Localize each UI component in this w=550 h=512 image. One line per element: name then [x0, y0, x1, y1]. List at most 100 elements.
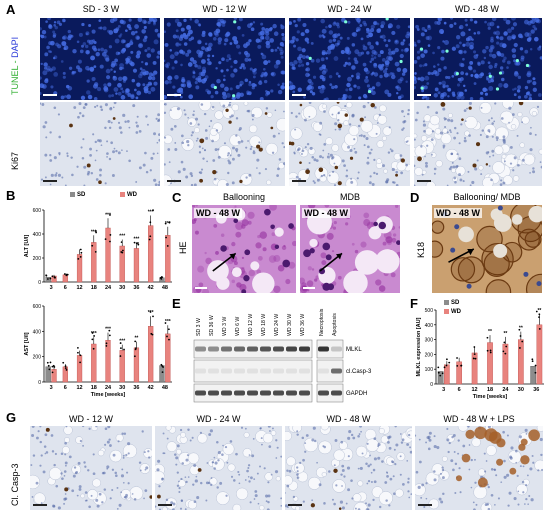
nucleus-dot — [228, 161, 232, 165]
nucleus-dot — [83, 165, 87, 169]
nucleus-dot — [304, 28, 310, 34]
lipid-vacuole — [212, 457, 225, 471]
nucleus-dot — [225, 31, 231, 37]
nucleus-dot — [261, 26, 266, 31]
nucleus-dot — [96, 104, 99, 107]
nucleus-dot — [99, 168, 103, 172]
nucleus-dot — [180, 63, 183, 67]
data-point — [80, 251, 83, 254]
lipid-vacuole — [249, 135, 262, 148]
lipid-vacuole — [122, 444, 138, 459]
texture — [414, 18, 542, 100]
nucleus-dot — [259, 97, 264, 100]
nucleus-dot — [344, 61, 348, 65]
nucleus-dot — [488, 64, 493, 70]
nucleus-dot — [72, 49, 77, 54]
data-point — [167, 328, 170, 331]
nucleus-dot — [164, 59, 166, 63]
nucleus-dot — [275, 439, 278, 442]
nucleus-dot — [76, 494, 79, 497]
nucleus-dot — [198, 23, 201, 27]
nucleus-dot — [166, 437, 169, 440]
nucleus-dot — [124, 120, 127, 123]
positive-cell — [395, 173, 398, 177]
nucleus-dot — [283, 110, 285, 113]
stain-blob — [202, 288, 210, 293]
nucleus — [244, 249, 251, 256]
stain-blob — [375, 279, 382, 286]
nucleus-dot — [184, 508, 187, 510]
nucleus-dot — [436, 445, 440, 450]
nucleus-dot — [376, 122, 379, 124]
nucleus-dot — [230, 114, 234, 118]
nucleus-dot — [164, 80, 169, 85]
casp3-positive-cluster — [509, 467, 517, 475]
nucleus-dot — [313, 18, 317, 21]
nucleus-dot — [379, 74, 383, 79]
nucleus-dot — [51, 66, 56, 71]
y-tick-label: 600 — [33, 208, 42, 214]
data-point — [135, 347, 137, 350]
nucleus-dot — [416, 28, 420, 31]
nucleus-dot — [79, 49, 84, 54]
nucleus-dot — [128, 126, 131, 129]
data-point — [79, 361, 81, 364]
panel-g-col-title-4: WD - 48 W + LPS — [443, 414, 515, 424]
nucleus-dot — [395, 443, 399, 447]
nucleus-dot — [124, 495, 128, 499]
nucleus-dot — [437, 68, 442, 72]
nucleus-dot — [396, 67, 402, 72]
lipid-vacuole — [428, 498, 440, 510]
lane-label: WD 30 W — [287, 314, 293, 336]
blot-band — [247, 346, 258, 352]
nucleus-dot — [474, 73, 479, 79]
nucleus-dot — [112, 150, 115, 154]
nucleus-dot — [43, 62, 48, 67]
nucleus-dot — [47, 18, 52, 21]
tunel-positive-dot — [420, 86, 424, 90]
nucleus-dot — [495, 136, 499, 140]
nucleus-dot — [151, 76, 156, 81]
nucleus-dot — [405, 163, 408, 167]
bar-sd — [437, 371, 444, 385]
nucleus-dot — [96, 504, 100, 508]
data-point — [456, 357, 458, 359]
nucleus-dot — [92, 133, 95, 136]
nucleus-dot — [416, 111, 419, 115]
tunel-positive-dot — [367, 89, 372, 94]
nucleus-dot — [226, 154, 229, 157]
nucleus-dot — [362, 93, 368, 99]
lipid-vacuole — [61, 446, 70, 454]
data-point — [64, 367, 67, 369]
nucleus-dot — [130, 50, 134, 54]
data-point — [474, 357, 477, 360]
tunel-positive-dot — [385, 18, 389, 21]
nucleus-dot — [296, 473, 299, 476]
nucleus-dot — [407, 490, 410, 493]
nucleus-dot — [65, 426, 68, 428]
nucleus-dot — [401, 110, 404, 113]
nucleus-dot — [363, 67, 369, 72]
he-mdb-overlay: WD - 48 W — [302, 208, 350, 218]
nucleus-dot — [158, 508, 162, 510]
nucleus-dot — [454, 492, 457, 495]
nucleus-dot — [235, 117, 239, 120]
stain-blob — [204, 251, 207, 255]
lipid-vacuole — [161, 506, 168, 510]
y-axis-label: MLKL expression [AU] — [416, 317, 422, 376]
bar-wd — [91, 343, 97, 383]
nucleus-dot — [118, 503, 122, 507]
nucleus-dot — [198, 71, 204, 77]
nucleus-dot — [126, 120, 130, 123]
nucleus-dot — [365, 27, 370, 32]
panel-g-col-title-2: WD - 24 W — [196, 414, 241, 424]
nucleus-dot — [230, 65, 233, 68]
positive-cell — [400, 158, 405, 163]
nucleus-dot — [251, 113, 255, 117]
nucleus-dot — [174, 18, 180, 24]
nucleus-dot — [249, 67, 253, 71]
nucleus-dot — [103, 86, 109, 91]
lipid-vacuole — [164, 134, 173, 145]
nucleus-dot — [469, 18, 473, 22]
bar-wd — [51, 369, 57, 383]
